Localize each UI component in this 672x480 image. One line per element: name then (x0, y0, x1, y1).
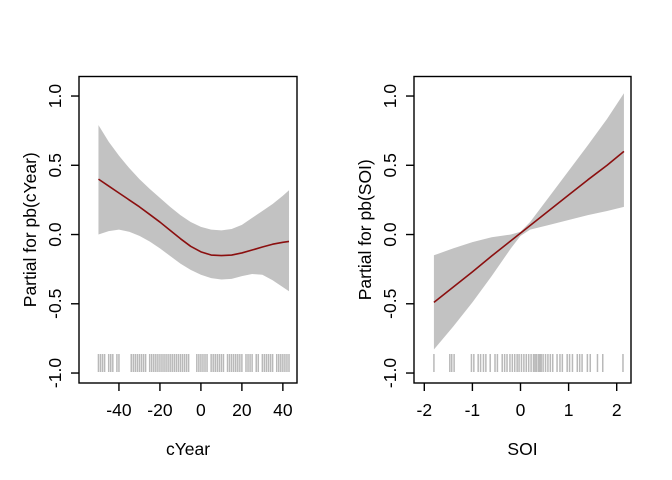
panel-pb-SOI: -2 -1 0 1 2 -1.0 -0.5 0.0 0.5 1.0 SOI Partial for p… (355, 75, 632, 459)
y-tick-label: 0.5 (380, 153, 400, 177)
x-tick-label: 1 (564, 400, 574, 420)
x-tick-label: 20 (232, 400, 252, 420)
x-tick-label: 0 (196, 400, 206, 420)
y-axis-title: Partial for pb(cYear) (20, 152, 40, 307)
y-tick-label: -1.0 (380, 358, 400, 388)
term-line (433, 150, 625, 304)
y-tick-label: -1.0 (45, 358, 65, 388)
y-tick-label: 0.5 (45, 153, 65, 177)
y-tick-label: -0.5 (380, 289, 400, 319)
panel-pb-cYear: -40 -20 0 20 40 -1.0 -0.5 0.0 0.5 1.0 cYear Partial… (20, 75, 298, 459)
y-axis-title: Partial for pb(SOI) (355, 159, 375, 300)
plot-box (413, 75, 632, 384)
x-axis-title: SOI (507, 439, 537, 459)
plot-box (78, 75, 298, 384)
y-tick-label: 0.0 (45, 222, 65, 247)
y-tick-label: 1.0 (45, 84, 65, 109)
rug (97, 354, 290, 372)
y-tick-label: 1.0 (380, 84, 400, 109)
x-tick-label: 40 (273, 400, 293, 420)
y-tick-label: 0.0 (380, 222, 400, 247)
term-line (98, 178, 290, 257)
x-tick-label: -2 (417, 400, 433, 420)
y-tick-label: -0.5 (45, 289, 65, 319)
rug (433, 354, 624, 372)
se-band (98, 125, 290, 292)
x-tick-label: -20 (147, 400, 173, 420)
x-tick-label: -40 (106, 400, 132, 420)
x-tick-label: 2 (612, 400, 622, 420)
se-band (433, 93, 624, 350)
x-tick-label: -1 (465, 400, 481, 420)
x-tick-label: 0 (516, 400, 526, 420)
x-axis-title: cYear (166, 439, 210, 459)
